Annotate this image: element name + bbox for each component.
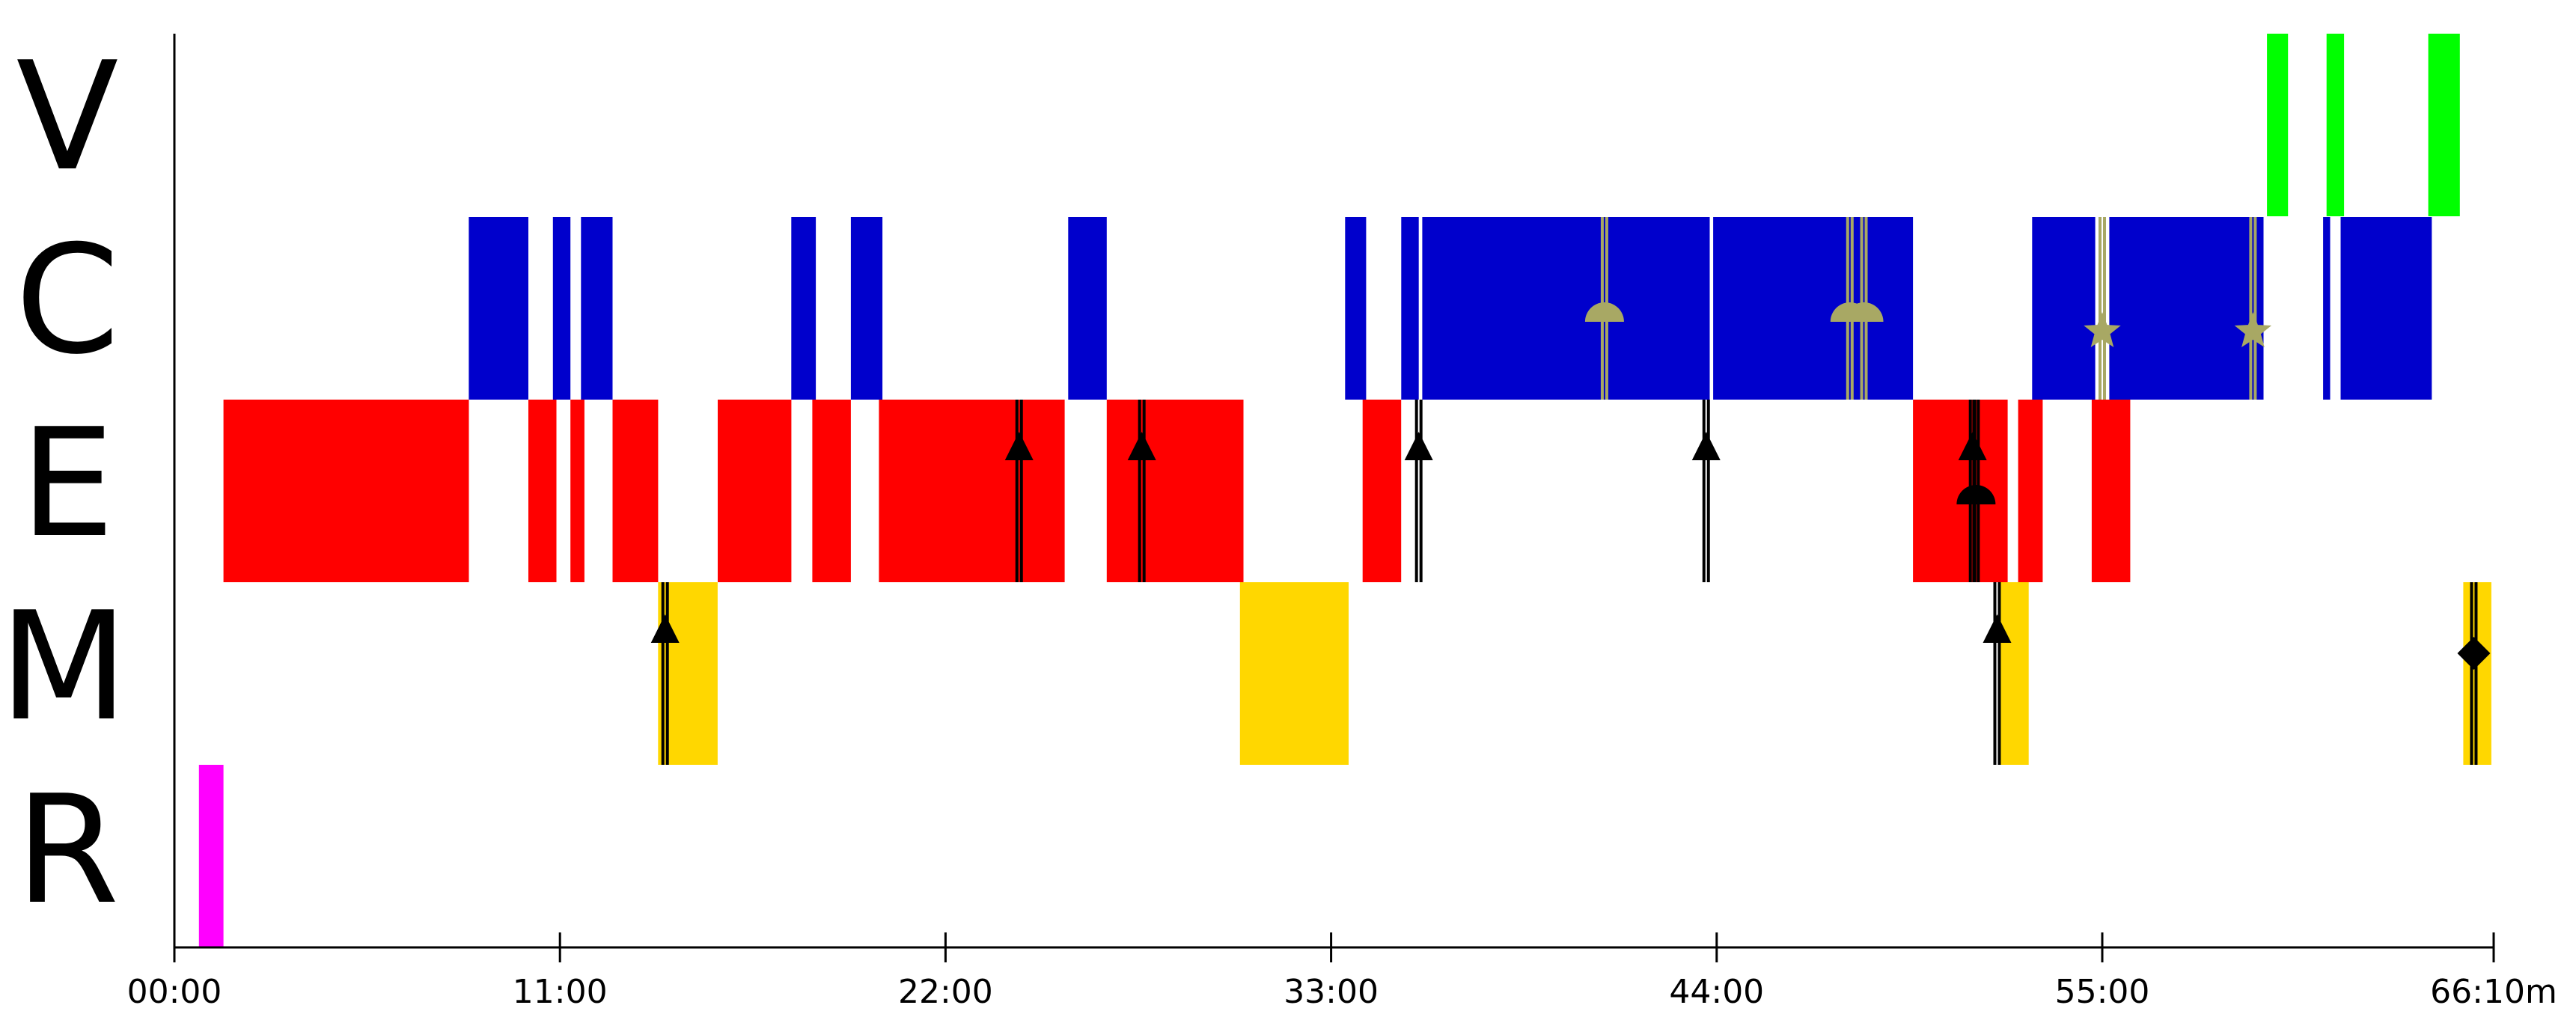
markers-layer	[650, 217, 2491, 765]
marker-star-12	[2234, 217, 2272, 400]
segment-c-10	[2032, 217, 2096, 400]
segment-c-4	[850, 217, 883, 400]
segment-e-1	[528, 400, 557, 582]
marker-half-circle-8	[1584, 217, 1624, 400]
segment-c-12	[2323, 217, 2331, 400]
triangle-marker-icon	[1691, 432, 1721, 460]
segment-v-0	[2267, 34, 2289, 216]
segment-v-2	[2428, 34, 2460, 216]
segment-c-7	[1401, 217, 1419, 400]
segment-e-4	[718, 400, 792, 582]
segment-c-9	[1713, 217, 1914, 400]
segment-e-9	[1913, 400, 2008, 582]
segment-e-6	[879, 400, 1065, 582]
marker-triangle-0	[650, 582, 680, 765]
row-label-m: M	[0, 580, 128, 754]
marker-half-circle-6	[1956, 400, 1996, 582]
segment-c-6	[1345, 217, 1367, 400]
segment-r-0	[198, 765, 224, 947]
segment-c-0	[468, 217, 528, 400]
star-marker-icon	[2234, 312, 2272, 347]
half-circle-marker-icon	[1956, 485, 1996, 504]
segment-e-0	[223, 400, 469, 582]
marker-triangle-2	[1127, 400, 1156, 582]
x-tick-label: 22:00	[898, 973, 993, 1011]
marker-triangle-1	[1004, 400, 1034, 582]
marker-triangle-7	[1983, 582, 2012, 765]
half-circle-marker-icon	[1584, 302, 1624, 322]
marker-star-11	[2084, 217, 2121, 400]
marker-triangle-3	[1404, 400, 1433, 582]
segment-e-10	[2018, 400, 2043, 582]
segment-c-13	[2340, 217, 2432, 400]
segments-layer	[198, 34, 2491, 947]
segment-e-3	[612, 400, 659, 582]
x-tick-label: 33:00	[1284, 973, 1379, 1011]
segment-v-1	[2326, 34, 2345, 216]
axes	[173, 34, 2494, 949]
x-ticks: 00:00 11:00 22:00 33:00 44:00 55:00 66:10m	[127, 932, 2557, 1011]
row-label-v: V	[16, 30, 119, 204]
row-label-e: E	[20, 397, 115, 571]
marker-triangle-4	[1691, 400, 1721, 582]
marker-half-circle-10	[1844, 217, 1884, 400]
triangle-marker-icon	[1983, 614, 2012, 643]
segment-c-5	[1068, 217, 1107, 400]
x-tick-label: 55:00	[2055, 973, 2150, 1011]
segment-e-2	[570, 400, 585, 582]
triangle-marker-icon	[1127, 432, 1156, 460]
row-label-r: R	[16, 763, 120, 938]
segment-c-2	[581, 217, 613, 400]
diamond-marker-icon	[2457, 637, 2491, 670]
segment-e-11	[2091, 400, 2131, 582]
row-labels: V C E M R	[0, 30, 128, 938]
segment-c-1	[552, 217, 571, 400]
row-label-c: C	[15, 213, 120, 388]
segment-m-1	[1239, 582, 1349, 765]
star-marker-icon	[2084, 312, 2121, 347]
x-tick-label: 11:00	[513, 973, 608, 1011]
segment-e-8	[1362, 400, 1402, 582]
segment-c-8	[1422, 217, 1710, 400]
marker-diamond-13	[2457, 582, 2491, 765]
x-tick-label: 44:00	[1669, 973, 1764, 1011]
segment-c-11	[2109, 217, 2264, 400]
segment-e-5	[812, 400, 851, 582]
triangle-marker-icon	[1404, 432, 1433, 460]
x-tick-label: 00:00	[127, 973, 222, 1011]
segment-m-2	[2000, 582, 2029, 765]
triangle-marker-icon	[1004, 432, 1034, 460]
x-tick-label: 66:10m	[2430, 973, 2557, 1011]
half-circle-marker-icon	[1844, 302, 1884, 322]
segment-c-3	[791, 217, 817, 400]
segment-e-7	[1106, 400, 1244, 582]
triangle-marker-icon	[650, 614, 680, 643]
